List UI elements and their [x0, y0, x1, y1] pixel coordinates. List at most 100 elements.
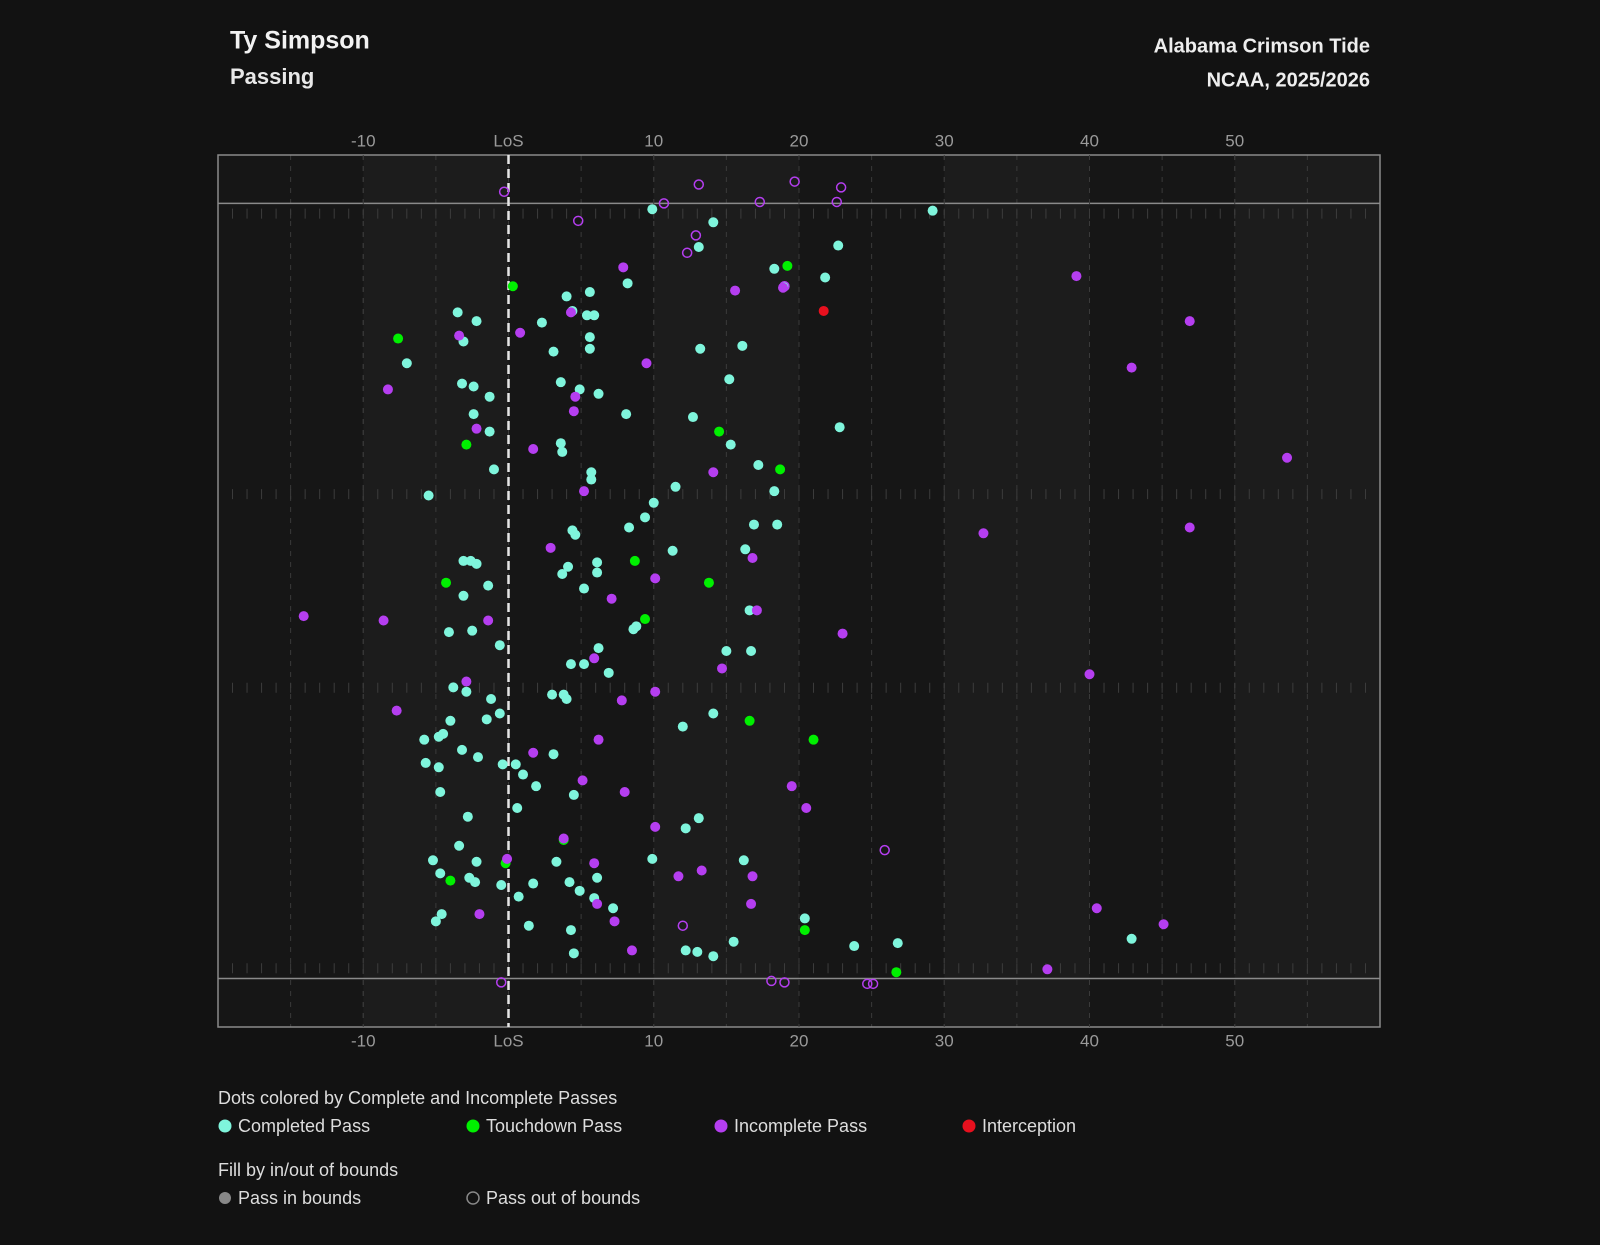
- x-tick-label-bottom: -10: [351, 1031, 376, 1050]
- pass-dot: [467, 625, 478, 636]
- pass-dot: [1126, 933, 1137, 944]
- pass-dot: [570, 529, 581, 540]
- pass-dot: [454, 330, 465, 341]
- pass-dot: [589, 653, 600, 664]
- pass-dot: [433, 762, 444, 773]
- pass-dot: [766, 975, 777, 987]
- pass-dot: [574, 885, 585, 896]
- pass-dot: [564, 877, 575, 888]
- pass-dot: [457, 378, 468, 389]
- pass-dot: [667, 545, 678, 556]
- pass-dot: [730, 285, 741, 296]
- pass-dot: [461, 676, 472, 687]
- pass-dot: [808, 734, 819, 745]
- pass-dot: [589, 858, 600, 869]
- legend-label: Completed Pass: [238, 1116, 370, 1136]
- pass-dot: [647, 204, 658, 215]
- pass-dot: [690, 230, 702, 241]
- pass-dot: [721, 646, 732, 657]
- pass-dot: [548, 749, 559, 760]
- pass-dot: [1158, 919, 1169, 930]
- pass-dot: [495, 977, 507, 988]
- pass-dot: [619, 786, 630, 797]
- pass-dot: [746, 646, 757, 657]
- pass-dot: [483, 615, 494, 626]
- pass-dot: [647, 853, 658, 864]
- legend-out-marker: [466, 1191, 480, 1205]
- pass-dot: [670, 481, 681, 492]
- pass-dot: [443, 627, 454, 638]
- pass-dot: [779, 977, 790, 988]
- pass-dot: [474, 909, 485, 920]
- pass-dot: [435, 786, 446, 797]
- pass-dot: [577, 775, 588, 786]
- pass-dot: [471, 316, 482, 327]
- pass-dot: [862, 978, 873, 990]
- pass-dot: [483, 580, 494, 591]
- x-tick-label-bottom: 20: [790, 1031, 809, 1050]
- pass-dot: [497, 759, 508, 770]
- pass-dot: [545, 542, 556, 553]
- pass-dot: [692, 946, 703, 957]
- pass-dot: [624, 522, 635, 533]
- pass-dot: [744, 715, 755, 726]
- pass-dot: [681, 247, 693, 259]
- pass-dot: [393, 333, 404, 344]
- pass-dot: [593, 388, 604, 399]
- pass-dot: [650, 573, 661, 584]
- pass-dot: [680, 945, 691, 956]
- pass-dot: [592, 898, 603, 909]
- pass-dot: [574, 384, 585, 395]
- pass-dot: [833, 240, 844, 251]
- pass-dot: [747, 871, 758, 882]
- pass-dot: [751, 605, 762, 616]
- pass-dot: [391, 705, 402, 716]
- pass-dot: [528, 747, 539, 758]
- legend-out: Pass out of bounds: [486, 1188, 640, 1208]
- pass-dot: [555, 377, 566, 388]
- pass-dot: [769, 486, 780, 497]
- pass-dot: [528, 878, 539, 889]
- pass-dot: [570, 391, 581, 402]
- pass-dot: [640, 614, 651, 625]
- pass-dot: [401, 358, 412, 369]
- pass-dot: [717, 663, 728, 674]
- pass-dot: [677, 721, 688, 732]
- legend-title: Dots colored by Complete and Incomplete …: [218, 1088, 617, 1108]
- pass-dot: [565, 659, 576, 670]
- pass-dot: [445, 715, 456, 726]
- pass-dot: [1184, 316, 1195, 327]
- pass-dot: [481, 714, 492, 725]
- pass-dot: [445, 875, 456, 886]
- pass-dot: [557, 446, 568, 457]
- pass-dot: [603, 667, 614, 678]
- pass-dot: [879, 844, 890, 856]
- pass-dot: [801, 802, 812, 813]
- x-tick-label-top: 20: [790, 131, 809, 150]
- pass-dot: [779, 280, 790, 292]
- legend-marker: [466, 1119, 480, 1133]
- pass-dot: [502, 853, 513, 864]
- pass-dot: [754, 196, 766, 208]
- pass-dot: [978, 528, 989, 539]
- pass-dot: [496, 880, 507, 891]
- pass-dot: [927, 205, 938, 216]
- pass-dot: [737, 340, 748, 351]
- pass-dot: [696, 865, 707, 876]
- pass-dot: [714, 426, 725, 437]
- legend-label: Interception: [982, 1116, 1076, 1136]
- pass-dot: [471, 558, 482, 569]
- x-tick-label-bottom: 50: [1225, 1031, 1244, 1050]
- pass-dot: [561, 693, 572, 704]
- pass-dot: [523, 920, 534, 931]
- pass-dot: [593, 734, 604, 745]
- pass-dot: [565, 925, 576, 936]
- pass-dot: [724, 374, 735, 385]
- pass-dot: [648, 497, 659, 508]
- season: NCAA, 2025/2026: [1207, 69, 1370, 91]
- pass-dot: [584, 332, 595, 343]
- pass-dot: [512, 802, 523, 813]
- pass-dot: [581, 310, 592, 321]
- pass-dot: [484, 426, 495, 437]
- pass-dot: [551, 856, 562, 867]
